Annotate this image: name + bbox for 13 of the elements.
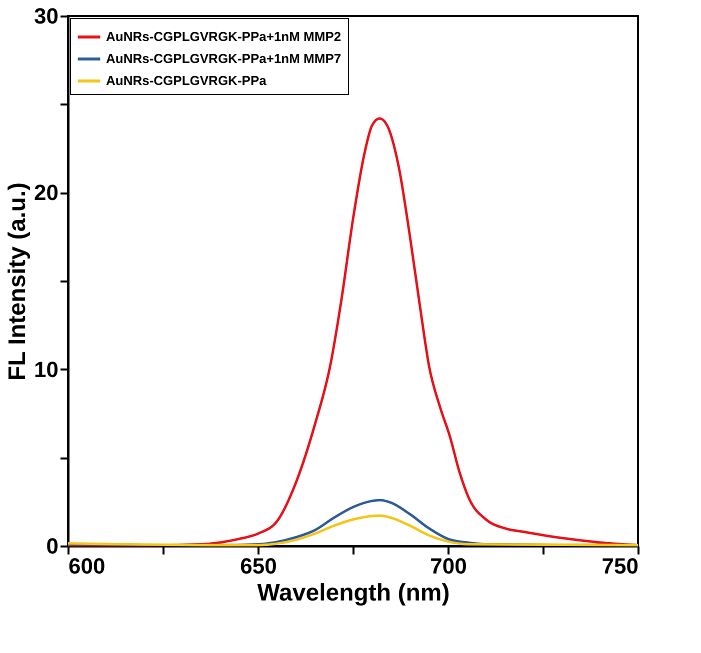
y-tick-label: 30 [34, 4, 58, 28]
x-tick-label: 750 [602, 554, 638, 578]
y-tick-label: 10 [34, 356, 58, 382]
x-tick-label: 700 [430, 554, 467, 578]
legend-label: AuNRs-CGPLGVRGK-PPa+1nM MMP2 [106, 29, 342, 44]
x-axis-title: Wavelength (nm) [257, 580, 450, 606]
y-tick-label: 0 [46, 534, 58, 558]
x-tick-label: 600 [68, 554, 106, 578]
legend-label: AuNRs-CGPLGVRGK-PPa+1nM MMP7 [106, 51, 342, 66]
y-tick-label: 20 [34, 180, 58, 206]
legend-label: AuNRs-CGPLGVRGK-PPa [106, 73, 268, 88]
x-tick-label: 650 [240, 554, 277, 578]
y-axis-title: FL Intensity (a.u.) [4, 182, 32, 381]
